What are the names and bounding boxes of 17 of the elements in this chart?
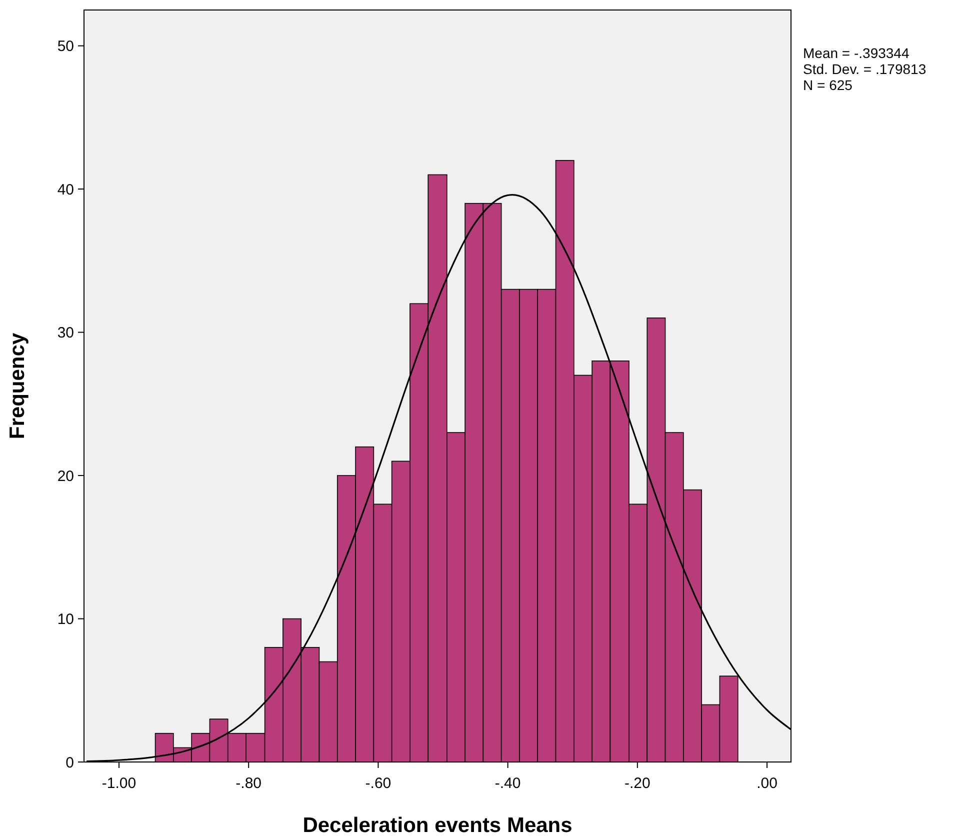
- y-tick-label: 20: [57, 468, 74, 485]
- y-tick-label: 50: [57, 38, 74, 56]
- y-tick-label: 40: [57, 181, 74, 198]
- x-tick-label: -1.00: [102, 775, 136, 792]
- text: Mean = -.393344: [803, 45, 910, 61]
- x-tick-label: -.60: [365, 775, 392, 792]
- y-tick-label: 30: [57, 324, 74, 342]
- x-tick-label: -.80: [236, 775, 262, 792]
- y-tick-label: 10: [57, 611, 74, 628]
- y-axis-title: Frequency: [6, 332, 29, 440]
- y-tick-label: 0: [66, 754, 74, 772]
- text: N = 625: [803, 77, 853, 93]
- x-tick-label: .00: [756, 775, 778, 792]
- text: Std. Dev. = .179813: [803, 61, 926, 77]
- x-tick-label: -.20: [624, 775, 650, 792]
- x-tick-label: -.40: [494, 775, 521, 792]
- x-axis-title: Deceleration events Means: [302, 814, 572, 837]
